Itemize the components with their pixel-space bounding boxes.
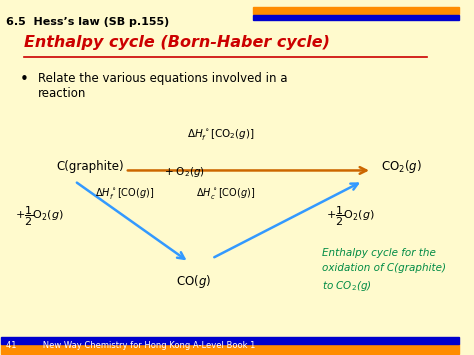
Bar xyxy=(253,7,459,14)
Text: •: • xyxy=(20,72,28,87)
Text: Relate the various equations involved in a
reaction: Relate the various equations involved in… xyxy=(38,72,288,100)
Text: 41          New Way Chemistry for Hong Kong A-Level Book 1: 41 New Way Chemistry for Hong Kong A-Lev… xyxy=(6,342,255,350)
Text: $\Delta H_f^\circ$[CO$_2$($g$)]: $\Delta H_f^\circ$[CO$_2$($g$)] xyxy=(187,127,255,142)
Bar xyxy=(1,337,459,344)
Text: $+ \dfrac{1}{2}$O$_2$($g$): $+ \dfrac{1}{2}$O$_2$($g$) xyxy=(326,204,375,228)
Text: $+ \dfrac{1}{2}$O$_2$($g$): $+ \dfrac{1}{2}$O$_2$($g$) xyxy=(15,204,64,228)
Text: 6.5  Hess’s law (SB p.155): 6.5 Hess’s law (SB p.155) xyxy=(6,17,169,27)
Text: $\Delta H_c^\circ$[CO($g$)]: $\Delta H_c^\circ$[CO($g$)] xyxy=(196,186,255,201)
Text: Enthalpy cycle for the
oxidation of C(graphite)
to CO$_2$($g$): Enthalpy cycle for the oxidation of C(gr… xyxy=(321,248,446,293)
Text: CO$_2$($g$): CO$_2$($g$) xyxy=(381,158,422,175)
Text: Enthalpy cycle (Born-Haber cycle): Enthalpy cycle (Born-Haber cycle) xyxy=(24,35,330,50)
Text: C(graphite): C(graphite) xyxy=(56,160,124,174)
Text: + O$_2$($g$): + O$_2$($g$) xyxy=(164,165,205,179)
Text: CO($g$): CO($g$) xyxy=(176,273,211,290)
Bar xyxy=(1,344,459,354)
Text: $\Delta H_f^\circ$[CO($g$)]: $\Delta H_f^\circ$[CO($g$)] xyxy=(95,186,155,201)
Bar xyxy=(253,15,459,20)
